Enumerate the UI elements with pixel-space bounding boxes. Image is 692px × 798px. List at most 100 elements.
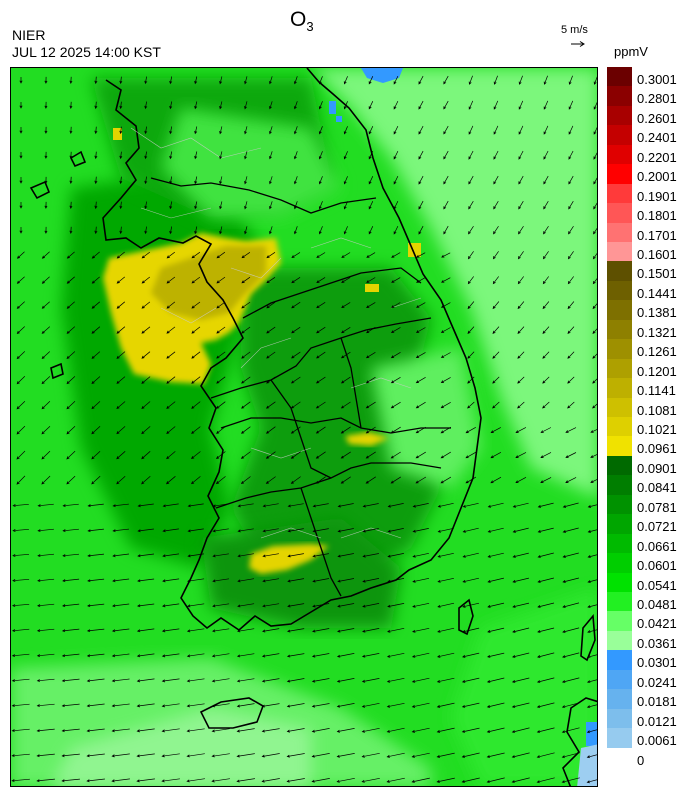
legend-tick-label: 0.0361 bbox=[637, 635, 677, 651]
wind-arrow bbox=[36, 753, 55, 758]
wind-arrow bbox=[162, 528, 179, 533]
wind-arrow bbox=[512, 652, 530, 658]
wind-arrow bbox=[212, 503, 229, 508]
wind-arrow bbox=[266, 277, 276, 284]
wind-arrow bbox=[290, 426, 301, 434]
wind-arrow bbox=[461, 727, 480, 733]
legend-tick-label: 0.1081 bbox=[637, 402, 677, 418]
wind-arrow bbox=[561, 777, 580, 784]
wind-arrow bbox=[293, 201, 298, 210]
wind-arrow bbox=[269, 151, 273, 160]
wind-arrow bbox=[542, 326, 550, 334]
wind-arrow bbox=[290, 401, 301, 409]
wind-arrow bbox=[487, 627, 505, 633]
wind-arrow bbox=[240, 476, 251, 484]
wind-arrow bbox=[587, 604, 597, 609]
wind-arrow bbox=[12, 528, 29, 533]
wind-arrow bbox=[315, 376, 326, 384]
wind-arrow bbox=[568, 226, 574, 235]
wind-arrow bbox=[266, 252, 276, 259]
legend-tick-label: 0.1801 bbox=[637, 208, 677, 224]
wind-arrow bbox=[166, 251, 176, 259]
wind-arrow bbox=[94, 76, 98, 85]
wind-arrow bbox=[336, 753, 355, 758]
wind-arrow bbox=[515, 427, 527, 433]
wind-arrow bbox=[19, 152, 23, 159]
wind-arrow bbox=[340, 351, 351, 359]
wind-arrow bbox=[116, 276, 126, 284]
legend-swatch bbox=[607, 280, 632, 301]
wind-arrow bbox=[518, 175, 524, 185]
wind-arrow bbox=[141, 276, 151, 284]
wind-arrow bbox=[211, 778, 230, 783]
wind-arrow bbox=[368, 151, 374, 160]
legend-tick-label: 0.0841 bbox=[637, 480, 677, 496]
wind-arrow bbox=[391, 277, 401, 283]
wind-arrow bbox=[368, 101, 374, 110]
wind-arrow bbox=[16, 276, 25, 284]
wind-arrow bbox=[362, 528, 379, 533]
wind-arrow bbox=[511, 777, 530, 784]
wind-arrow bbox=[166, 401, 176, 409]
wind-arrow bbox=[415, 376, 426, 384]
wind-arrow bbox=[315, 476, 326, 484]
legend-swatch bbox=[607, 669, 632, 690]
wind-arrow bbox=[362, 628, 380, 633]
wind-arrow bbox=[19, 102, 23, 109]
wind-arrow bbox=[86, 728, 105, 733]
wind-arrow bbox=[341, 252, 351, 258]
wind-arrow bbox=[537, 627, 555, 633]
legend-tick-label: 0.0301 bbox=[637, 655, 677, 671]
wind-arrow bbox=[11, 628, 30, 633]
wind-arrow bbox=[440, 451, 451, 459]
wind-arrow bbox=[119, 101, 123, 110]
wind-arrow bbox=[341, 327, 351, 334]
wind-arrow bbox=[240, 451, 251, 459]
wind-arrow bbox=[318, 176, 323, 185]
wind-arrow bbox=[436, 727, 455, 733]
wind-arrow bbox=[316, 302, 326, 309]
wind-arrow bbox=[568, 125, 574, 135]
wind-arrow bbox=[236, 753, 255, 758]
wind-arrow bbox=[437, 552, 454, 558]
wind-arrow bbox=[116, 475, 126, 485]
wind-arrow bbox=[493, 201, 499, 210]
wind-arrow bbox=[415, 426, 426, 434]
tsushima-island bbox=[580, 613, 596, 662]
wind-arrow bbox=[343, 176, 348, 185]
wind-arrow bbox=[492, 276, 499, 285]
wind-arrow bbox=[44, 76, 48, 84]
wind-arrow bbox=[215, 476, 226, 485]
wind-arrow bbox=[337, 553, 354, 558]
wind-arrow bbox=[318, 101, 323, 110]
wind-arrow bbox=[211, 678, 230, 683]
east-sea-low-zone bbox=[311, 68, 597, 498]
wind-arrow bbox=[493, 175, 499, 185]
wind-arrow bbox=[41, 401, 51, 410]
wind-arrow bbox=[136, 778, 155, 783]
wind-arrow bbox=[66, 301, 75, 309]
wind-arrow bbox=[487, 602, 505, 608]
wind-arrow bbox=[265, 451, 276, 459]
wind-arrow bbox=[316, 351, 326, 359]
wind-arrow bbox=[269, 201, 273, 210]
color-legend bbox=[607, 67, 632, 767]
wind-arrow bbox=[66, 401, 76, 410]
wind-arrow bbox=[411, 677, 430, 683]
wind-arrow bbox=[61, 628, 80, 633]
wind-arrow bbox=[536, 752, 555, 759]
wind-arrow bbox=[368, 176, 374, 185]
wind-arrow bbox=[593, 177, 597, 185]
wind-arrow bbox=[36, 653, 55, 658]
wind-arrow bbox=[512, 527, 529, 533]
wind-arrow bbox=[111, 628, 130, 633]
wind-arrow bbox=[12, 503, 29, 508]
wind-arrow bbox=[511, 752, 530, 759]
wind-arrow bbox=[440, 426, 451, 434]
wind-arrow bbox=[293, 226, 298, 235]
legend-swatch bbox=[607, 67, 632, 87]
wind-arrow bbox=[415, 401, 426, 409]
wind-arrow bbox=[261, 778, 280, 783]
wind-arrow bbox=[94, 151, 98, 160]
wind-arrow bbox=[11, 703, 30, 708]
